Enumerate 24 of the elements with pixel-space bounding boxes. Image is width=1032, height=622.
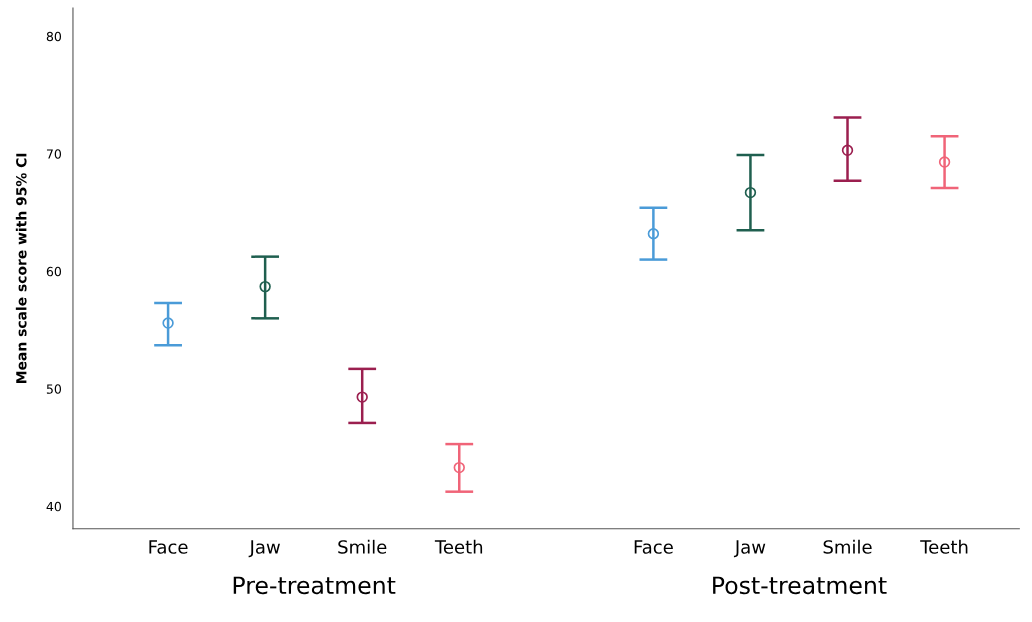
x-tick-label: Jaw	[248, 540, 280, 558]
point	[744, 186, 757, 199]
y-tick-label: 50	[46, 384, 62, 394]
point	[259, 280, 271, 293]
y-tick-label: 80	[46, 31, 62, 42]
point	[356, 391, 368, 403]
y-tick-label: 60	[46, 266, 62, 277]
x-tick-label: Face	[634, 540, 673, 554]
point	[647, 228, 660, 240]
text: Pre-treatment	[233, 576, 396, 595]
x-tick-label: Jaw	[733, 540, 766, 558]
point	[938, 156, 951, 168]
x-tick-label: Smile	[823, 539, 872, 554]
y-axis-title: Mean scale score with 95% CI	[15, 153, 27, 383]
x-tick-label: Face	[149, 540, 188, 554]
point	[841, 144, 854, 156]
point	[453, 461, 465, 474]
y-tick-label: 40	[46, 501, 62, 512]
x-tick-label: Teeth	[434, 539, 483, 554]
x-tick-label: Teeth	[920, 539, 968, 554]
x-tick-label: Smile	[338, 539, 387, 554]
text: Post-treatment	[713, 576, 887, 595]
point	[162, 317, 174, 329]
y-tick-label: 70	[46, 149, 62, 159]
